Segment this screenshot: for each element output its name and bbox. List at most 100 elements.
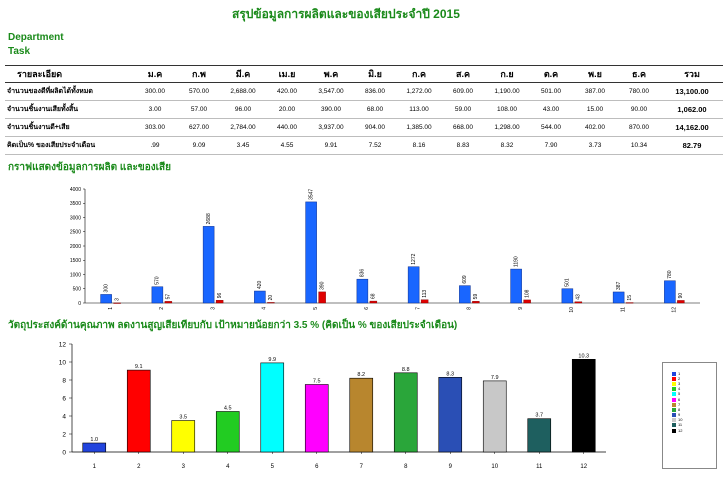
y-tick-label: 4 <box>62 413 66 420</box>
percent-bar-label: 8.2 <box>357 372 365 378</box>
percent-bar-label: 3.5 <box>179 415 187 421</box>
x-tick-label: 1 <box>108 307 114 310</box>
header-month: ก.ย <box>485 65 529 83</box>
good-bar-label: 1272 <box>411 253 417 264</box>
x-tick-label: 11 <box>620 307 626 312</box>
table-cell: 390.00 <box>309 100 353 119</box>
percent-bar-label: 8.8 <box>402 367 410 373</box>
defect-bar-label: 90 <box>678 293 684 299</box>
percent-bar <box>438 376 463 453</box>
legend-item: 4 <box>672 387 716 392</box>
table-header-row: รายละเอียด ม.ค ก.พ มี.ค เม.ย พ.ค มิ.ย ก.… <box>5 65 723 83</box>
row-total: 13,100.00 <box>661 82 723 101</box>
table-cell: 3,937.00 <box>309 118 353 137</box>
defect-bar-label: 20 <box>268 295 274 301</box>
task-label: Task <box>8 46 31 57</box>
legend-item: 7 <box>672 402 716 407</box>
table-cell: 2,784.00 <box>221 118 265 137</box>
defect-bar <box>420 299 429 304</box>
defect-bar-label: 43 <box>576 294 582 300</box>
y-tick-label: 2000 <box>70 244 81 250</box>
good-bar <box>459 285 471 304</box>
x-tick-label: 11 <box>536 464 543 470</box>
x-tick-label: 5 <box>271 464 275 470</box>
percent-bar <box>571 358 596 453</box>
table-cell: 402.00 <box>573 118 617 137</box>
header-month: พ.ค <box>309 65 353 83</box>
legend-item: 5 <box>672 392 716 397</box>
percent-bar <box>304 384 329 453</box>
header-month: ธ.ค <box>617 65 661 83</box>
defect-bar <box>574 301 583 304</box>
x-tick-label: 7 <box>360 464 364 470</box>
table-cell: 836.00 <box>353 82 397 101</box>
percent-bar <box>482 380 507 453</box>
legend-swatch <box>672 407 676 412</box>
table-cell: 3,547.00 <box>309 82 353 101</box>
legend-swatch <box>672 397 676 402</box>
legend-item: 8 <box>672 407 716 412</box>
header-month: เม.ย <box>265 65 309 83</box>
good-bar-label: 1190 <box>513 256 519 267</box>
percent-bar <box>393 372 418 453</box>
table-cell: 9.91 <box>309 136 353 155</box>
chart2-legend: 1 2 3 4 5 6 7 8 9 10 11 12 <box>662 362 717 469</box>
table-cell: 20.00 <box>265 100 309 119</box>
defect-bar-label: 390 <box>319 281 325 290</box>
row-total: 1,062.00 <box>661 100 723 119</box>
table-row: คิดเป็น% ของเสียประจำเดือน .99 9.09 3.45… <box>5 136 723 155</box>
good-bar <box>151 286 164 304</box>
legend-swatch <box>672 428 676 433</box>
percent-bar-label: 7.5 <box>313 379 321 385</box>
good-bar <box>561 288 574 304</box>
legend-label: 10 <box>678 417 683 423</box>
header-month: ส.ค <box>441 65 485 83</box>
good-bar <box>407 266 420 304</box>
percent-bar-label: 3.7 <box>535 413 543 419</box>
header-month: มี.ค <box>221 65 265 83</box>
table-cell: 8.83 <box>441 136 485 155</box>
table-cell: 15.00 <box>573 100 617 119</box>
percent-bar-label: 7.9 <box>491 375 499 381</box>
table-cell: 113.00 <box>397 100 441 119</box>
report-title: สรุปข้อมูลการผลิตและของเสียประจำปี 2015 <box>232 7 460 21</box>
x-tick-label: 1 <box>93 464 97 470</box>
x-tick-label: 3 <box>210 307 216 310</box>
good-bar-label: 420 <box>257 280 263 289</box>
x-tick-label: 9 <box>449 464 453 470</box>
table-cell: 7.52 <box>353 136 397 155</box>
y-tick-label: 10 <box>59 359 67 366</box>
table-cell: 1,298.00 <box>485 118 529 137</box>
legend-label: 1 <box>678 370 681 376</box>
defect-bar-label: 108 <box>524 289 530 298</box>
table-cell: 8.16 <box>397 136 441 155</box>
x-tick-label: 8 <box>467 307 473 310</box>
summary-table: รายละเอียด ม.ค ก.พ มี.ค เม.ย พ.ค มิ.ย ก.… <box>5 65 723 155</box>
percent-bar-label: 1.0 <box>90 437 98 443</box>
legend-label: 3 <box>678 380 681 386</box>
table-row: จำนวนชิ้นงานเสียทั้งสิ้น 3.00 57.00 96.0… <box>5 100 723 119</box>
table-cell: 440.00 <box>265 118 309 137</box>
defect-bar-label: 57 <box>166 294 172 300</box>
x-tick-label: 2 <box>159 307 165 310</box>
defect-bar <box>215 300 224 304</box>
row-label: จำนวนชิ้นงานเสียทั้งสิ้น <box>5 100 133 119</box>
legend-item: 11 <box>672 423 716 428</box>
x-tick-label: 7 <box>415 307 421 310</box>
header-month: พ.ย <box>573 65 617 83</box>
legend-swatch <box>672 387 676 392</box>
y-tick-label: 12 <box>59 341 67 348</box>
table-cell: 59.00 <box>441 100 485 119</box>
table-cell: 90.00 <box>617 100 661 119</box>
y-tick-label: 0 <box>78 301 81 307</box>
good-bar <box>612 291 625 304</box>
row-total: 14,162.00 <box>661 118 723 137</box>
good-bar-label: 387 <box>616 281 622 290</box>
table-cell: 3.73 <box>573 136 617 155</box>
chart2-title: วัตถุประสงค์ด้านคุณภาพ ลดงานสูญเสียเทียบ… <box>8 320 458 331</box>
table-cell: 904.00 <box>353 118 397 137</box>
defect-bar <box>523 299 531 304</box>
table-cell: 108.00 <box>485 100 529 119</box>
y-tick-label: 6 <box>62 395 66 402</box>
good-bar-label: 780 <box>667 270 673 279</box>
